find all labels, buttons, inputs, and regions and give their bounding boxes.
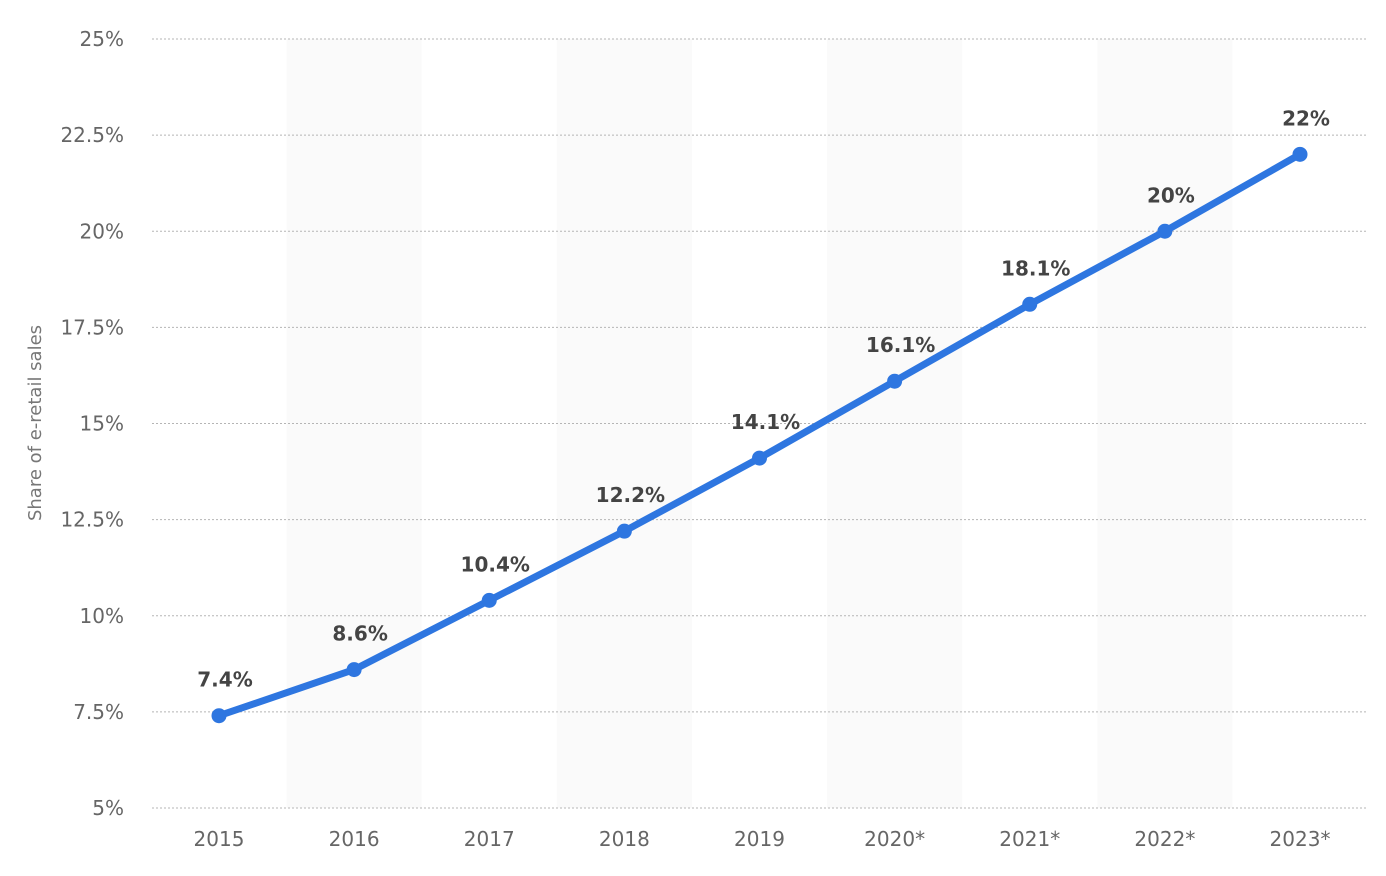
data-labels: 7.4% 8.6% 10.4% 12.2% 14.1% 16.1% 18.1% 20% 22% [197, 106, 1330, 691]
x-tick-label: 2018 [599, 827, 650, 851]
data-label: 14.1% [731, 410, 800, 434]
x-tick-label: 2019 [734, 827, 785, 851]
data-label: 7.4% [197, 668, 252, 692]
data-label: 12.2% [596, 483, 665, 507]
y-tick-label: 10% [80, 604, 124, 628]
y-tick-label: 15% [80, 412, 124, 436]
data-point[interactable] [752, 450, 767, 466]
y-axis-ticks: 5% 7.5% 10% 12.5% 15% 17.5% 20% 22.5% 25% [60, 27, 124, 820]
y-tick-label: 25% [80, 27, 124, 51]
data-point[interactable] [211, 708, 227, 724]
data-label: 10.4% [461, 552, 530, 576]
y-tick-label: 12.5% [60, 508, 124, 532]
data-label: 22% [1282, 106, 1330, 130]
x-tick-label: 2020* [864, 827, 925, 851]
data-points [211, 146, 1308, 724]
x-tick-label: 2016 [329, 827, 380, 851]
y-axis-title: Share of e-retail sales [25, 325, 46, 521]
data-point[interactable] [887, 373, 903, 389]
y-tick-label: 20% [80, 219, 124, 243]
y-tick-label: 17.5% [60, 315, 124, 339]
data-point[interactable] [1157, 223, 1173, 239]
y-tick-label: 7.5% [73, 700, 124, 724]
data-label: 8.6% [332, 622, 387, 646]
data-point[interactable] [346, 662, 362, 678]
data-point[interactable] [1292, 146, 1308, 162]
x-tick-label: 2023* [1270, 827, 1331, 851]
x-tick-label: 2022* [1134, 827, 1195, 851]
data-label: 16.1% [866, 333, 935, 357]
data-point[interactable] [616, 523, 632, 539]
data-point[interactable] [1022, 296, 1038, 312]
y-tick-label: 22.5% [60, 123, 124, 147]
data-point[interactable] [481, 592, 497, 608]
data-label: 18.1% [1001, 256, 1070, 280]
x-tick-label: 2017 [464, 827, 515, 851]
x-axis-ticks: 2015 2016 2017 2018 2019 2020* 2021* 2022* 2023* [194, 827, 1331, 851]
y-tick-label: 5% [92, 796, 124, 820]
data-label: 20% [1147, 183, 1195, 207]
x-tick-label: 2015 [194, 827, 245, 851]
x-tick-label: 2021* [999, 827, 1060, 851]
